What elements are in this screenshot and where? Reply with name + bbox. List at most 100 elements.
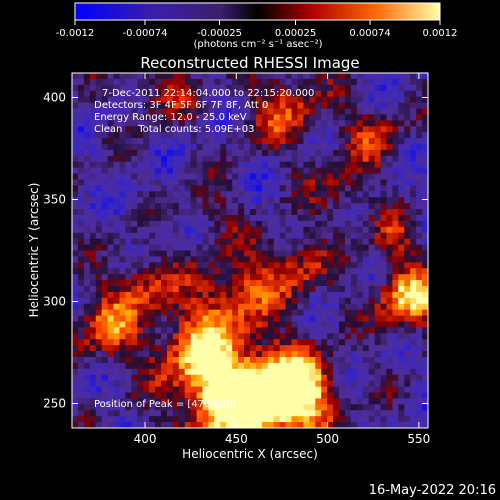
heatmap-cell bbox=[291, 197, 299, 204]
heatmap-cell bbox=[261, 368, 269, 376]
heatmap-cell bbox=[297, 250, 304, 258]
heatmap-cell bbox=[184, 357, 192, 364]
heatmap-cell bbox=[333, 333, 340, 340]
heatmap-cell bbox=[196, 404, 204, 411]
heatmap-cell bbox=[119, 167, 126, 175]
heatmap-cell bbox=[208, 297, 215, 305]
heatmap-cell bbox=[232, 345, 239, 352]
heatmap-cell bbox=[327, 357, 334, 364]
heatmap-cell bbox=[208, 114, 215, 121]
heatmap-cell bbox=[238, 173, 245, 181]
heatmap-cell bbox=[279, 185, 287, 192]
heatmap-cell bbox=[321, 161, 328, 169]
heatmap-cell bbox=[172, 309, 180, 317]
heatmap-cell bbox=[374, 73, 382, 80]
heatmap-cell bbox=[374, 286, 382, 293]
heatmap-cell bbox=[321, 132, 328, 139]
heatmap-cell bbox=[416, 209, 423, 216]
heatmap-cell bbox=[398, 303, 405, 311]
heatmap-cell bbox=[356, 155, 364, 163]
heatmap-cell bbox=[202, 380, 210, 388]
heatmap-cell bbox=[386, 362, 393, 370]
heatmap-cell bbox=[362, 256, 370, 263]
heatmap-cell bbox=[72, 362, 79, 370]
heatmap-cell bbox=[101, 262, 109, 269]
heatmap-cell bbox=[416, 351, 423, 358]
heatmap-cell bbox=[422, 114, 428, 121]
heatmap-cell bbox=[72, 345, 79, 352]
heatmap-cell bbox=[250, 185, 257, 192]
heatmap-cell bbox=[350, 120, 358, 127]
heatmap-cell bbox=[220, 126, 227, 133]
heatmap-cell bbox=[220, 256, 227, 263]
heatmap-cell bbox=[339, 392, 346, 400]
heatmap-cell bbox=[77, 144, 85, 151]
heatmap-cell bbox=[77, 262, 85, 269]
heatmap-cell bbox=[125, 238, 132, 246]
heatmap-cell bbox=[285, 327, 293, 334]
heatmap-cell bbox=[297, 149, 304, 157]
heatmap-cell bbox=[416, 108, 423, 116]
heatmap-cell bbox=[362, 220, 370, 228]
heatmap-cell bbox=[226, 303, 233, 311]
heatmap-cell bbox=[309, 303, 316, 311]
heatmap-cell bbox=[285, 232, 293, 240]
heatmap-cell bbox=[404, 232, 411, 240]
heatmap-cell bbox=[398, 197, 405, 204]
heatmap-cell bbox=[238, 203, 245, 210]
heatmap-cell bbox=[350, 327, 358, 334]
heatmap-cell bbox=[238, 149, 245, 157]
heatmap-cell bbox=[309, 286, 316, 293]
heatmap-cell bbox=[333, 368, 340, 376]
heatmap-cell bbox=[149, 108, 156, 116]
heatmap-cell bbox=[250, 286, 257, 293]
heatmap-cell bbox=[220, 368, 227, 376]
heatmap-cell bbox=[172, 185, 180, 192]
heatmap-cell bbox=[250, 262, 257, 269]
heatmap-cell bbox=[250, 321, 257, 329]
heatmap-cell bbox=[101, 250, 109, 258]
heatmap-cell bbox=[155, 96, 162, 104]
heatmap-cell bbox=[202, 315, 210, 323]
heatmap-cell bbox=[137, 238, 144, 246]
heatmap-cell bbox=[416, 84, 423, 92]
heatmap-cell bbox=[244, 179, 251, 187]
heatmap-cell bbox=[344, 185, 352, 192]
heatmap-cell bbox=[72, 203, 79, 210]
heatmap-cell bbox=[362, 108, 370, 116]
heatmap-cell bbox=[362, 392, 370, 400]
heatmap-cell bbox=[131, 297, 138, 305]
heatmap-cell bbox=[285, 404, 293, 411]
heatmap-cell bbox=[166, 114, 174, 121]
heatmap-cell bbox=[95, 416, 103, 423]
heatmap-cell bbox=[267, 268, 275, 275]
heatmap-cell bbox=[374, 374, 382, 382]
heatmap-cell bbox=[362, 280, 370, 287]
heatmap-cell bbox=[149, 173, 156, 181]
heatmap-cell bbox=[422, 203, 428, 210]
heatmap-cell bbox=[125, 321, 132, 329]
heatmap-cell bbox=[137, 149, 144, 157]
heatmap-cell bbox=[172, 416, 180, 423]
heatmap-cell bbox=[339, 149, 346, 157]
heatmap-cell bbox=[386, 357, 393, 364]
heatmap-cell bbox=[250, 132, 257, 139]
heatmap-cell bbox=[279, 309, 287, 317]
heatmap-cell bbox=[113, 126, 121, 133]
heatmap-cell bbox=[250, 333, 257, 340]
heatmap-cell bbox=[172, 333, 180, 340]
heatmap-cell bbox=[291, 262, 299, 269]
heatmap-cell bbox=[267, 274, 275, 281]
heatmap-cell bbox=[380, 321, 388, 329]
heatmap-cell bbox=[232, 144, 239, 151]
heatmap-cell bbox=[178, 173, 186, 181]
heatmap-cell bbox=[416, 78, 423, 86]
heatmap-cell bbox=[178, 339, 186, 346]
heatmap-cell bbox=[368, 268, 376, 275]
heatmap-cell bbox=[220, 380, 227, 388]
heatmap-cell bbox=[339, 256, 346, 263]
heatmap-cell bbox=[208, 416, 215, 423]
heatmap-cell bbox=[297, 291, 304, 299]
heatmap-cell bbox=[321, 327, 328, 334]
heatmap-cell bbox=[380, 185, 388, 192]
